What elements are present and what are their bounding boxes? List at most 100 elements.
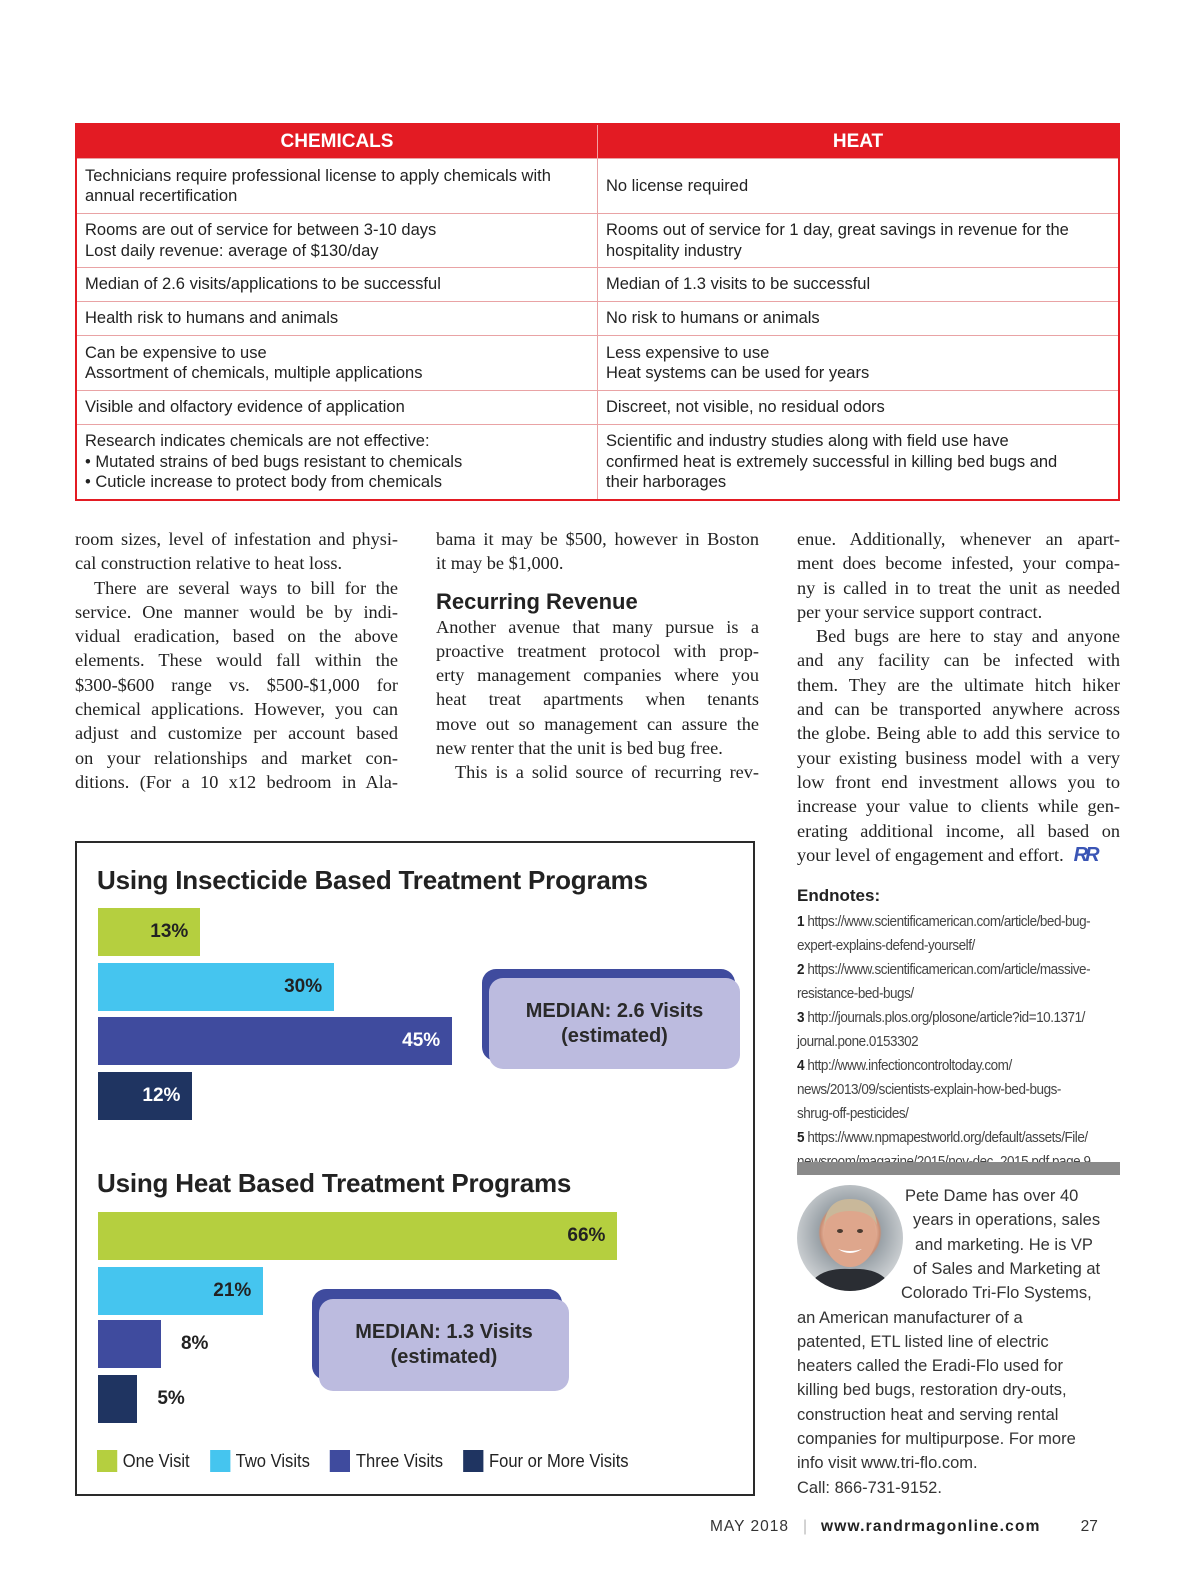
legend-item: Four or More Visits: [463, 1450, 629, 1472]
endnote-url[interactable]: resistance-bed-bugs/: [797, 986, 914, 1002]
endnote-line: 3 http://journals.plos.org/plosone/artic…: [797, 1008, 1104, 1030]
insecticide-bar-four-or-more-visits: [98, 1072, 193, 1120]
text-line-content: vidual eradication, based on the above: [75, 626, 398, 647]
text-line: it may be $1,000.: [436, 551, 759, 575]
column-header-chemicals: CHEMICALS: [76, 124, 598, 159]
legend-label: One Visit: [122, 1450, 190, 1471]
heat-cell: No risk to humans or animals: [597, 301, 1119, 336]
text-line-content: your level of engagement and effort.: [797, 844, 1064, 865]
endnote-line: 2 https://www.scientificamerican.com/art…: [797, 960, 1104, 982]
endnote-url[interactable]: journal.pone.0153302: [797, 1034, 919, 1050]
legend-item: One Visit: [97, 1450, 190, 1472]
author-bio-line: construction heat and serving rental: [797, 1405, 1059, 1424]
cell-text: Discreet, not visible, no residual odors: [606, 398, 885, 417]
heat-cell: Rooms out of service for 1 day, great sa…: [597, 213, 1119, 268]
cell-text: their harborages: [606, 473, 727, 491]
text-line: ny is called in to treat the unit as nee…: [797, 576, 1120, 600]
cell-text: Heat systems can be used for years: [606, 364, 870, 382]
randr-logo: RR: [1073, 843, 1100, 866]
cell-text: Rooms are out of service for between 3-1…: [85, 221, 437, 239]
author-bio-line: killing bed bugs, restoration dry-outs,: [797, 1381, 1067, 1400]
divider-bar: [797, 1162, 1120, 1175]
bar-value-label: 66%: [567, 1225, 606, 1246]
text-line-content: proactive treatment protocol with prop-: [436, 640, 759, 661]
text-line: per your service support contract.: [797, 600, 1120, 624]
legend-swatch: [330, 1450, 351, 1472]
cell-text: Research indicates chemicals are not eff…: [85, 432, 430, 450]
text-line-content: $300-$600 range vs. $500-$1,000 for: [75, 674, 398, 695]
text-line-content: ment does become infested, your compa-: [797, 553, 1120, 574]
endnote-item[interactable]: 1 https://www.scientificamerican.com/art…: [797, 912, 1127, 958]
legend-item: Three Visits: [330, 1450, 443, 1472]
text-line-content: heat treat apartments when tenants: [436, 689, 759, 710]
endnote-item[interactable]: 2 https://www.scientificamerican.com/art…: [797, 960, 1127, 1006]
chemicals-cell: Median of 2.6 visits/applications to be …: [76, 267, 598, 302]
insecticide-bar-one-visit: [98, 908, 201, 956]
chemicals-cell: Visible and olfactory evidence of applic…: [76, 390, 598, 425]
chemicals-cell: Technicians require professional license…: [76, 158, 598, 214]
text-line: erty management companies where you: [436, 663, 759, 687]
text-line: your level of engagement and effort. RR: [797, 843, 1120, 867]
median-box-heat: MEDIAN: 1.3 Visits (estimated): [319, 1299, 569, 1391]
legend-swatch: [97, 1450, 118, 1472]
cell-text: Median of 2.6 visits/applications to be …: [85, 275, 441, 294]
page-footer: MAY 2018 | www.randrmagonline.com 27: [710, 1518, 1098, 1536]
cell-text: Median of 1.3 visits to be successful: [606, 275, 871, 294]
bar-value-label: 45%: [402, 1030, 441, 1051]
text-line: Another avenue that many pursue is a: [436, 615, 759, 639]
text-line-content: adjust and customize per account based: [75, 723, 398, 744]
endnote-url[interactable]: news/2013/09/scientists-explain-how-bed-…: [797, 1082, 1061, 1098]
text-line-content: low front end investment allows you to: [797, 771, 1120, 792]
endnote-line: 1 https://www.scientificamerican.com/art…: [797, 912, 1104, 934]
median-value: MEDIAN: 2.6 Visits: [525, 999, 704, 1022]
text-line: heat treat apartments when tenants: [436, 687, 759, 711]
text-line-content: room sizes, level of infestation and phy…: [75, 529, 398, 549]
chart-title-insecticide: Using Insecticide Based Treatment Progra…: [97, 865, 648, 895]
text-line-content: per your service support contract.: [797, 601, 1043, 622]
text-line: There are several ways to bill for the: [75, 576, 398, 600]
endnote-item[interactable]: 3 http://journals.plos.org/plosone/artic…: [797, 1008, 1127, 1054]
endnote-line: expert-explains-defend-yourself/: [797, 936, 1104, 958]
cell-text: Assortment of chemicals, multiple applic…: [85, 364, 423, 382]
table-row: Can be expensive to use Assortment of che…: [76, 335, 1119, 391]
text-line-content: new renter that the unit is bed bug free…: [436, 738, 723, 759]
median-note: (estimated): [561, 1024, 668, 1047]
endnote-item[interactable]: 4 http://www.infectioncontroltoday.com/n…: [797, 1056, 1127, 1126]
text-line: ment does become infested, your compa-: [797, 551, 1120, 575]
bar-value-label: 8%: [180, 1333, 209, 1354]
text-line-content: cal construction relative to heat loss.: [75, 553, 343, 574]
text-line-content: Bed bugs are here to stay and anyone: [816, 626, 1120, 647]
author-bio-line: Call: 866-731-9152.: [797, 1478, 942, 1497]
text-line: your existing business model with a very: [797, 746, 1120, 770]
text-line-content: ny is called in to treat the unit as nee…: [797, 577, 1120, 598]
author-photo: [797, 1185, 903, 1291]
page-number: 27: [1080, 1518, 1098, 1535]
endnote-url[interactable]: https://www.scientificamerican.com/artic…: [807, 962, 1091, 978]
text-line-content: ditions. (For a 10 x12 bedroom in Ala-: [75, 771, 398, 792]
text-line: proactive treatment protocol with prop-: [436, 639, 759, 663]
cell-text: Visible and olfactory evidence of applic…: [85, 398, 405, 417]
endnote-url[interactable]: http://www.infectioncontroltoday.com/: [807, 1058, 1012, 1074]
endnote-number: 4: [797, 1058, 805, 1074]
chemicals-cell: Can be expensive to use Assortment of che…: [76, 335, 598, 391]
endnote-number: 5: [797, 1130, 805, 1146]
endnote-url[interactable]: expert-explains-defend-yourself/: [797, 938, 975, 954]
text-line-content: on your relationships and market con-: [75, 747, 398, 768]
cell-text: confirmed heat is extremely successful i…: [606, 452, 1058, 471]
text-line: bama it may be $500, however in Boston: [436, 527, 759, 551]
text-line-content: and can be transported anywhere across: [797, 699, 1120, 720]
cell-text: • Mutated strains of bed bugs resistant …: [85, 452, 463, 471]
cell-text: Can be expensive to use: [85, 343, 267, 362]
median-box-insecticide: MEDIAN: 2.6 Visits (estimated): [489, 978, 740, 1069]
text-line-content: and any facility can be infected with: [797, 650, 1120, 671]
table-row: Research indicates chemicals are not eff…: [76, 424, 1119, 500]
endnote-url[interactable]: http://journals.plos.org/plosone/article…: [807, 1010, 1085, 1026]
endnote-url[interactable]: shrug-off-pesticides/: [797, 1106, 909, 1122]
heat-bar-two-visits: [98, 1267, 264, 1315]
endnote-url[interactable]: https://www.npmapestworld.org/default/as…: [807, 1130, 1088, 1146]
endnote-line: journal.pone.0153302: [797, 1032, 1104, 1054]
legend-label: Three Visits: [355, 1450, 444, 1471]
endnote-url[interactable]: https://www.scientificamerican.com/artic…: [807, 914, 1091, 930]
cell-text: Lost daily revenue: average of $130/day: [85, 241, 379, 260]
text-line: $300-$600 range vs. $500-$1,000 for: [75, 673, 398, 697]
